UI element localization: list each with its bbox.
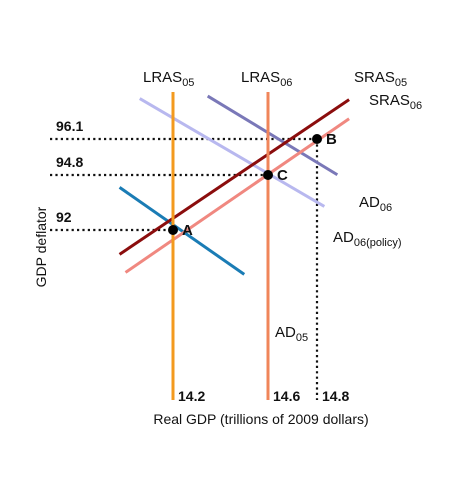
point-label-c: C [277,167,288,184]
curve-label-lras06: LRAS06 [241,69,292,89]
curve-label-ad06p: AD06(policy) [333,229,402,249]
x-tick-14.8: 14.8 [322,388,349,404]
curve-label-sras06: SRAS06 [369,92,422,112]
point-label-b: B [326,131,337,148]
x-tick-14.6: 14.6 [273,388,300,404]
y-tick-94.8: 94.8 [56,154,83,170]
curve-label-sras05: SRAS05 [354,69,407,89]
x-axis-label: Real GDP (trillions of 2009 dollars) [153,411,368,427]
tick-labels: 92 94.8 96.1 14.2 14.6 14.8 [56,118,349,404]
curve-sras06 [124,117,350,274]
y-axis-label: GDP deflator [33,206,49,287]
point-b [312,134,322,144]
point-c [263,170,273,180]
curve-label-lras05: LRAS05 [143,69,194,89]
y-tick-96.1: 96.1 [56,118,83,134]
point-label-a: A [182,222,193,239]
y-tick-92: 92 [56,209,72,225]
curve-labels: LRAS05 LRAS06 SRAS05 SRAS06 AD05 AD06 AD06(pol… [143,69,422,344]
curve-label-ad06: AD06 [359,194,392,214]
point-a [168,225,178,235]
guide-lines [50,137,319,400]
curve-sras05 [118,98,350,256]
curve-label-ad05: AD05 [275,324,308,344]
curve-ad05 [118,186,246,276]
x-tick-14.2: 14.2 [178,388,205,404]
equilibrium-points: A B C [168,131,337,239]
curves [118,92,350,400]
curve-ad06p [138,97,326,208]
curve-ad06 [206,94,339,177]
